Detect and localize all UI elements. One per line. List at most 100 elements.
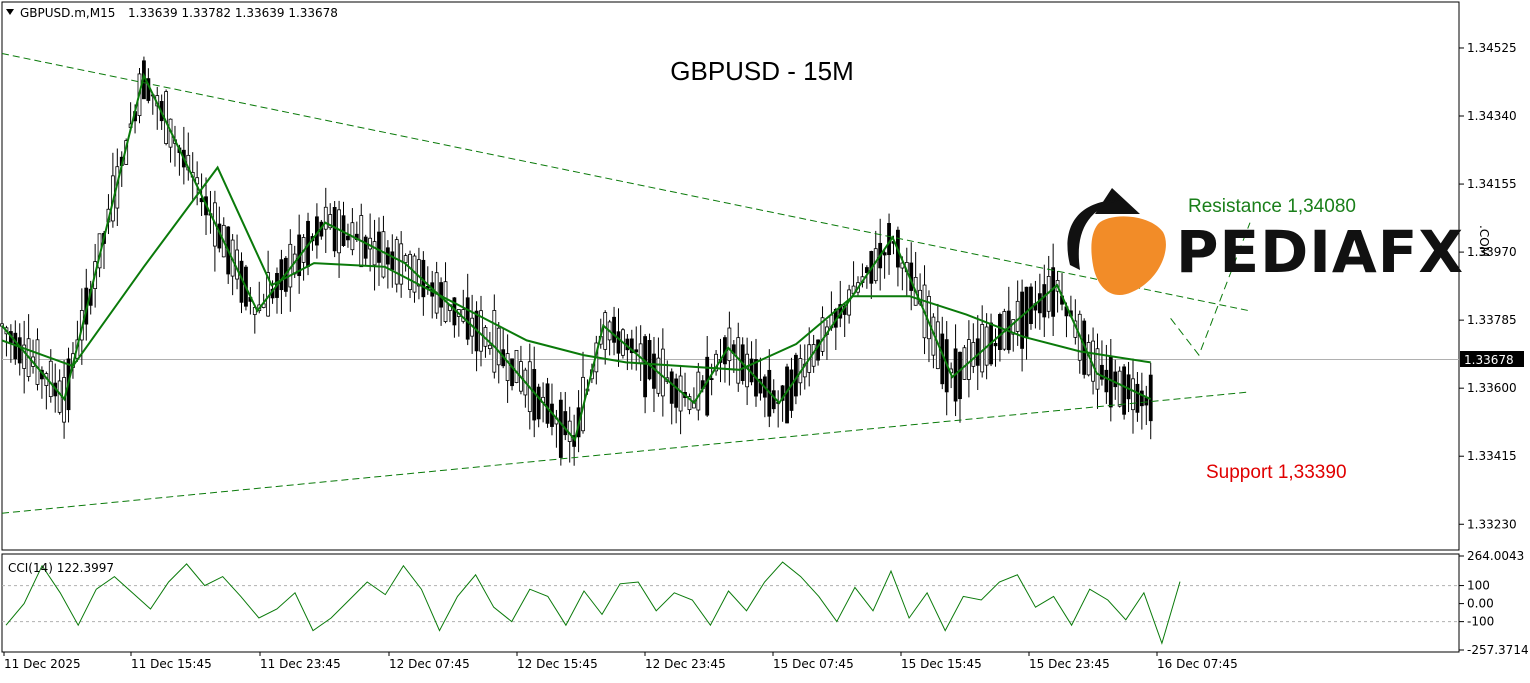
candle-body xyxy=(328,214,333,229)
candle-body xyxy=(674,378,679,408)
candle-body xyxy=(971,342,976,367)
logo-text: PEDIAFX xyxy=(1176,218,1464,286)
current-price-box xyxy=(1460,351,1524,367)
candle-body xyxy=(279,259,284,291)
candle-body xyxy=(705,356,710,416)
candle-body xyxy=(998,313,1002,350)
candle-body xyxy=(709,378,714,380)
candle-body xyxy=(479,310,483,352)
candle-body xyxy=(1135,383,1140,413)
dropdown-triangle-icon[interactable] xyxy=(6,9,14,15)
candle-body xyxy=(1108,356,1113,408)
candle-body xyxy=(377,231,381,263)
candle-body xyxy=(323,206,328,230)
symbol-label: GBPUSD.m,M15 xyxy=(20,6,115,20)
candle-body xyxy=(864,267,869,274)
candle-body xyxy=(966,339,971,380)
cci-tick-label: -257.3714 xyxy=(1467,643,1529,657)
candle-body xyxy=(714,353,718,372)
candle-body xyxy=(643,336,648,398)
candle-body xyxy=(634,349,639,353)
candle-body xyxy=(536,386,541,420)
trendline_upper-line xyxy=(1,53,1251,312)
candle-body xyxy=(638,343,643,364)
candle-body xyxy=(368,237,373,250)
current-price-label: 1.33678 xyxy=(1464,353,1514,367)
cci-tick-label: -100 xyxy=(1467,615,1494,629)
candle-body xyxy=(940,333,945,385)
zigzag-line xyxy=(1,72,1152,442)
cci-tick-label: 0.00 xyxy=(1467,597,1494,611)
candle-body xyxy=(1095,348,1100,390)
candle-body xyxy=(1100,364,1104,380)
pediafx-logo: PEDIAFX .COM xyxy=(1067,188,1491,296)
x-tick-label: 12 Dec 07:45 xyxy=(389,657,470,671)
main-panel-frame xyxy=(1,1,1460,551)
logo-swoosh-icon xyxy=(1067,200,1120,270)
candle-body xyxy=(465,297,470,340)
candle-body xyxy=(372,241,377,266)
time-axis[interactable]: 11 Dec 2025 11 Dec 15:45 11 Dec 23:45 12 De… xyxy=(3,652,1238,671)
candle-body xyxy=(696,371,701,411)
x-tick-label: 15 Dec 07:45 xyxy=(773,657,854,671)
candle-body xyxy=(545,383,550,424)
logo-partial-text: .COM xyxy=(1477,225,1491,257)
candle-body xyxy=(394,239,399,285)
candle-body xyxy=(656,357,661,394)
candle-body xyxy=(363,236,368,259)
candle-body xyxy=(1117,370,1122,407)
projection-line xyxy=(1170,222,1251,357)
candle-body xyxy=(1029,286,1033,324)
candle-body xyxy=(510,358,514,387)
candle-body xyxy=(612,316,616,343)
candle-body xyxy=(660,348,665,397)
candle-body xyxy=(514,349,519,383)
cci-axis: 264.0043 100 0.00 -100 -257.3714 xyxy=(2,549,1529,657)
trendline_lower-line xyxy=(1,391,1251,514)
support-label: Support 1,33390 xyxy=(1206,462,1347,483)
candle-body xyxy=(572,435,577,447)
chart-title: GBPUSD - 15M xyxy=(670,56,854,86)
candle-body xyxy=(727,327,732,362)
candle-body xyxy=(629,338,634,354)
candle-body xyxy=(505,353,510,381)
candle-body xyxy=(381,231,386,278)
cci-line xyxy=(5,561,1181,645)
candle-body xyxy=(616,331,621,354)
candle-body xyxy=(1104,369,1109,393)
y-tick-label: 1.33230 xyxy=(1467,517,1517,531)
y-tick-label: 1.34340 xyxy=(1467,109,1517,123)
candle-body xyxy=(1113,371,1118,388)
candle-body xyxy=(669,371,674,404)
price-axis[interactable]: 1.34525 1.34340 1.34155 1.33970 1.33785 1.336… xyxy=(1459,41,1517,531)
x-tick-label: 12 Dec 23:45 xyxy=(645,657,726,671)
candle-body xyxy=(758,378,763,394)
y-tick-label: 1.33785 xyxy=(1467,313,1517,327)
x-tick-label: 15 Dec 15:45 xyxy=(901,657,982,671)
candle-body xyxy=(57,380,62,413)
candle-body xyxy=(487,344,492,350)
series-layer xyxy=(1,53,1251,514)
cci-label: CCI(14) 122.3997 xyxy=(8,561,114,575)
moving_average-line xyxy=(1,165,1151,371)
logo-badge-icon xyxy=(1091,216,1166,296)
candle-body xyxy=(771,390,776,410)
candle-body xyxy=(1015,300,1020,332)
y-tick-label: 1.34155 xyxy=(1467,177,1517,191)
cci-layer xyxy=(5,561,1181,645)
candle-body xyxy=(820,317,825,352)
y-tick-label: 1.34525 xyxy=(1467,41,1517,55)
candle-body xyxy=(887,223,891,256)
candle-body xyxy=(496,327,501,366)
candle-body xyxy=(1126,374,1131,400)
candle-body xyxy=(789,369,794,411)
logo-roof-icon xyxy=(1095,188,1140,214)
candle-body xyxy=(1020,291,1025,349)
candle-body xyxy=(1011,319,1016,335)
candle-body xyxy=(417,259,421,287)
candle-body xyxy=(1139,390,1144,407)
candle-body xyxy=(492,310,497,373)
x-tick-label: 16 Dec 07:45 xyxy=(1157,657,1238,671)
